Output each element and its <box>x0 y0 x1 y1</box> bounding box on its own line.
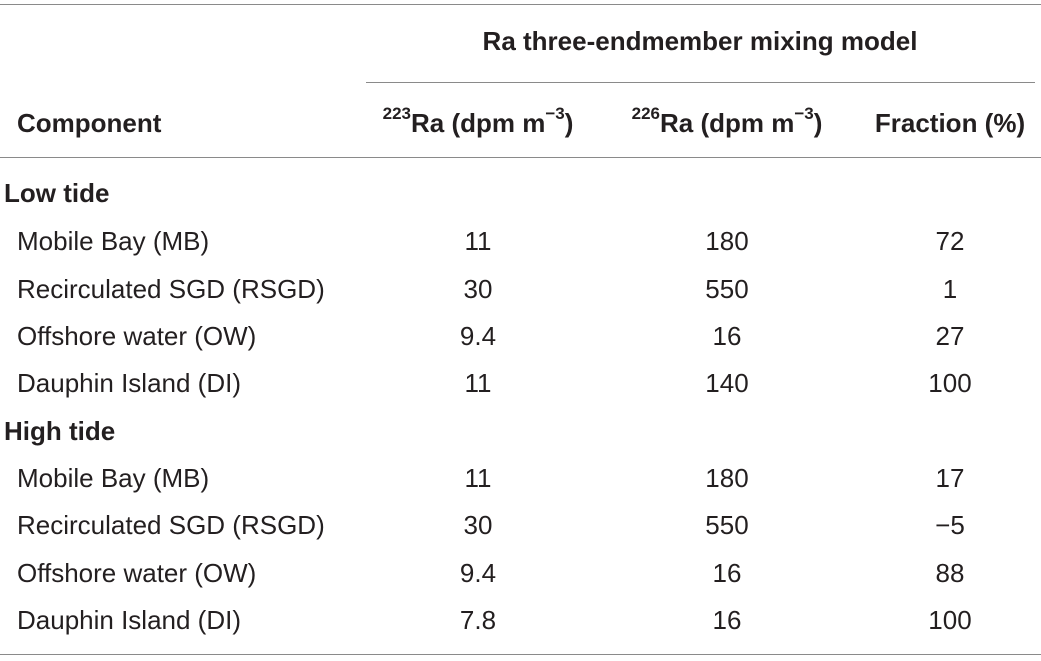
ra223-close-paren: ) <box>564 108 574 138</box>
row-label: Dauphin Island (DI) <box>17 368 241 398</box>
row-label: Mobile Bay (MB) <box>17 226 210 256</box>
row-fraction: 1 <box>942 274 958 304</box>
row-fraction: 17 <box>935 463 965 493</box>
row-fraction: 88 <box>935 558 965 588</box>
header-ra223: 223Ra (dpm m−3) <box>383 105 574 138</box>
row-ra223: 7.8 <box>459 605 497 635</box>
row-ra223: 11 <box>464 463 492 493</box>
row-ra223: 11 <box>464 368 492 398</box>
row-ra223: 9.4 <box>459 558 497 588</box>
row-label: Recirculated SGD (RSGD) <box>17 510 325 540</box>
row-ra223: 30 <box>463 510 493 540</box>
row-fraction: 72 <box>935 226 965 256</box>
header-fraction: Fraction (%) <box>874 108 1026 138</box>
row-ra226: 550 <box>705 274 749 304</box>
row-label: Recirculated SGD (RSGD) <box>17 274 325 304</box>
group-header: Ra three-endmember mixing model <box>482 26 918 56</box>
row-ra226: 180 <box>705 226 749 256</box>
row-fraction: 27 <box>935 321 965 351</box>
row-ra226: 16 <box>712 558 742 588</box>
row-ra226: 550 <box>705 510 749 540</box>
row-ra226: 16 <box>712 321 742 351</box>
row-ra226: 180 <box>705 463 749 493</box>
row-label: Mobile Bay (MB) <box>17 463 210 493</box>
ra226-label: Ra (dpm m <box>659 108 795 138</box>
row-label: Dauphin Island (DI) <box>17 605 241 635</box>
ra226-unit-exponent: −3 <box>794 104 814 124</box>
group-header-rule <box>366 82 1035 83</box>
row-label: Offshore water (OW) <box>17 558 257 588</box>
header-ra226: 226Ra (dpm m−3) <box>632 105 823 138</box>
row-ra226: 16 <box>712 605 742 635</box>
row-ra226: 140 <box>705 368 749 398</box>
ra226-close-paren: ) <box>813 108 823 138</box>
ra223-mass-number: 223 <box>382 104 411 124</box>
row-label: Offshore water (OW) <box>17 321 257 351</box>
row-fraction: −5 <box>935 510 965 540</box>
table-top-rule <box>0 4 1041 5</box>
ra223-label: Ra (dpm m <box>410 108 546 138</box>
header-component: Component <box>17 108 162 138</box>
section-title-high-tide: High tide <box>4 416 116 446</box>
row-ra223: 9.4 <box>459 321 497 351</box>
ra226-mass-number: 226 <box>631 104 660 124</box>
header-bottom-rule <box>0 157 1041 158</box>
row-ra223: 30 <box>463 274 493 304</box>
ra223-unit-exponent: −3 <box>545 104 565 124</box>
row-ra223: 11 <box>464 226 492 256</box>
row-fraction: 100 <box>928 368 972 398</box>
section-title-low-tide: Low tide <box>4 178 110 208</box>
row-fraction: 100 <box>928 605 972 635</box>
table-bottom-rule <box>0 654 1041 655</box>
